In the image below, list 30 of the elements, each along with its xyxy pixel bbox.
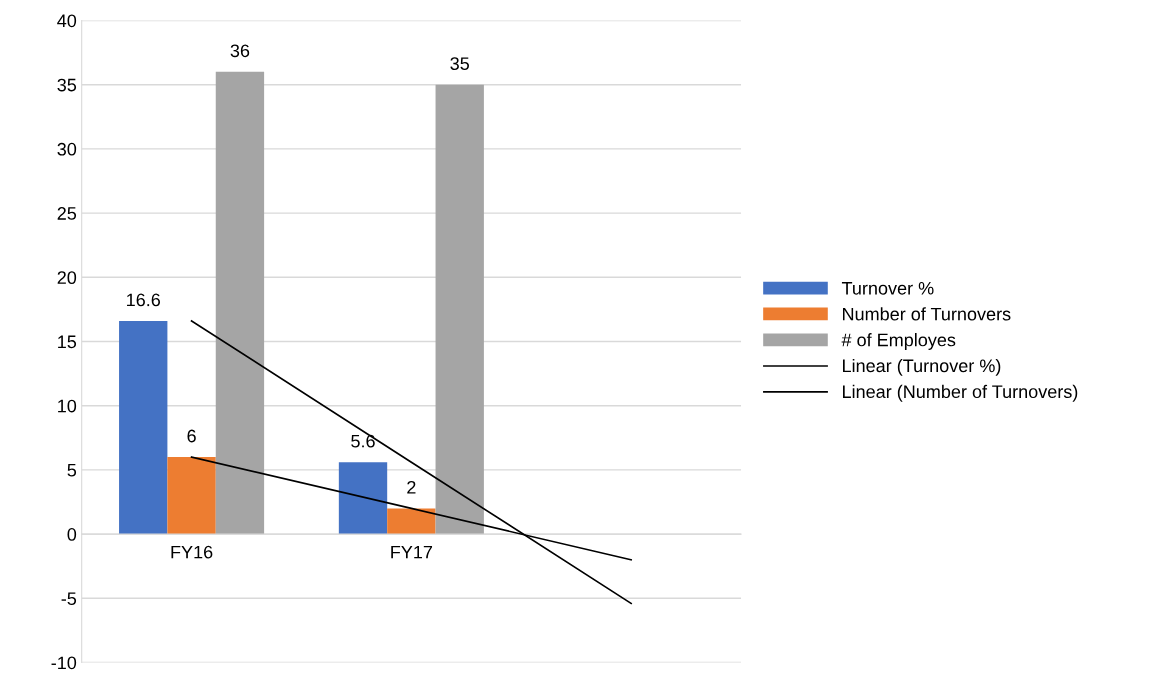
bar — [387, 508, 436, 535]
y-tick-label: 30 — [57, 142, 77, 156]
x-tick-label: FY16 — [171, 545, 213, 559]
y-tick-label: 20 — [57, 271, 77, 285]
y-tick-label: 35 — [57, 78, 77, 92]
bar — [167, 457, 216, 535]
data-label: 16.6 — [127, 293, 161, 307]
bar — [435, 84, 484, 535]
legend-label: Linear (Turnover %) — [843, 358, 1001, 376]
x-tick-label: FY17 — [391, 545, 433, 559]
y-tick-label: -10 — [51, 656, 77, 670]
y-tick-label: 40 — [57, 14, 77, 28]
y-tick-label: 25 — [57, 207, 77, 220]
data-label: 2 — [407, 480, 416, 494]
data-label: 35 — [450, 57, 470, 71]
data-label: 36 — [230, 44, 250, 58]
legend-label: Linear (Number of Turnovers) — [843, 384, 1078, 402]
y-tick-label: -5 — [61, 592, 77, 606]
legend-label: Turnover % — [841, 281, 934, 295]
bar — [338, 462, 388, 535]
legend-label: # of Employes — [841, 333, 956, 350]
legend-label: Number of Turnovers — [843, 307, 1011, 321]
y-tick-label: 5 — [67, 464, 77, 477]
bar — [119, 320, 168, 535]
bar — [215, 71, 265, 535]
data-label: 6 — [187, 429, 196, 443]
y-tick-label: 10 — [58, 399, 77, 413]
y-tick-label: 15 — [58, 335, 77, 349]
y-tick-label: 0 — [67, 528, 77, 541]
data-label: 5.6 — [351, 434, 375, 448]
